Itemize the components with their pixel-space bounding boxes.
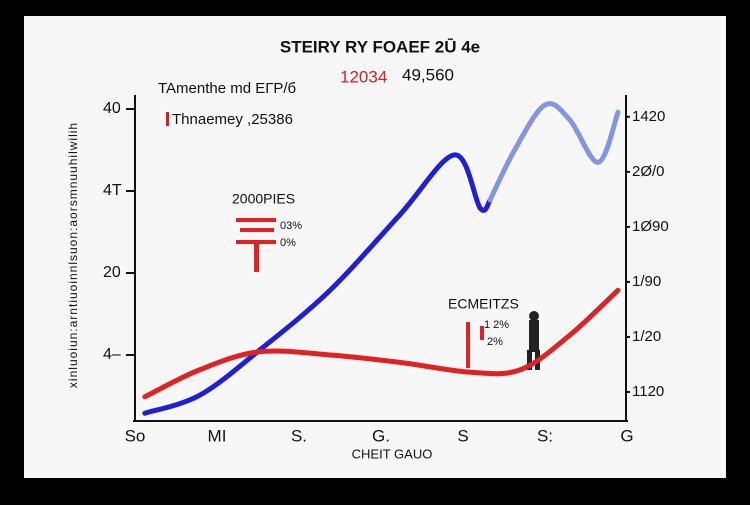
y2-tick-label: 1420 [632,108,665,125]
x-tick-label: S: [537,426,553,445]
y-tick-label: 20 [103,264,121,281]
annotation: 2000PIES [232,191,295,207]
annotation: 03% [280,220,302,232]
x-tick-label: G. [372,426,390,445]
annotation: 0% [280,237,296,249]
x-tick-label: S. [291,426,307,445]
subtitle: TAmenthe md ЕГР/б [158,80,296,97]
y2-tick-label: 1120 [632,383,664,400]
x-tick-label: S [457,426,468,445]
annotation: ECMEITZS [448,296,519,312]
annotation: 2% [487,336,503,348]
highlight: 12034 [340,67,387,86]
y2-tick-label: 1/20 [632,328,661,345]
x-tick-label: So [125,426,146,445]
x-tick-label: MI [208,426,227,445]
y-tick-label: 4– [103,346,121,363]
note-marker [166,112,169,126]
note: Thnaemey ,25386 [172,111,293,128]
y2-tick-label: 1/90 [632,273,661,290]
highlight-value: 49,560 [402,65,454,84]
y-axis-label: xinluoiun:arntiuoinnlsuon:aorsmnuuhilwil… [66,122,80,388]
line [487,101,621,203]
y2-tick-label: 1Ø90 [632,218,669,235]
line [142,152,493,416]
chart-title: STEIRY RY FOAEF 2Ū 4e [280,37,480,56]
y-tick-label: 4T [103,182,122,199]
annotation: 1 2% [484,319,509,331]
line [142,287,621,400]
y2-tick-label: 2Ø/0 [632,163,665,180]
panel [24,16,726,478]
x-axis-label: CHEIT GAUO [352,446,433,461]
y-tick-label: 40 [103,100,121,117]
x-tick-label: G [620,426,633,445]
